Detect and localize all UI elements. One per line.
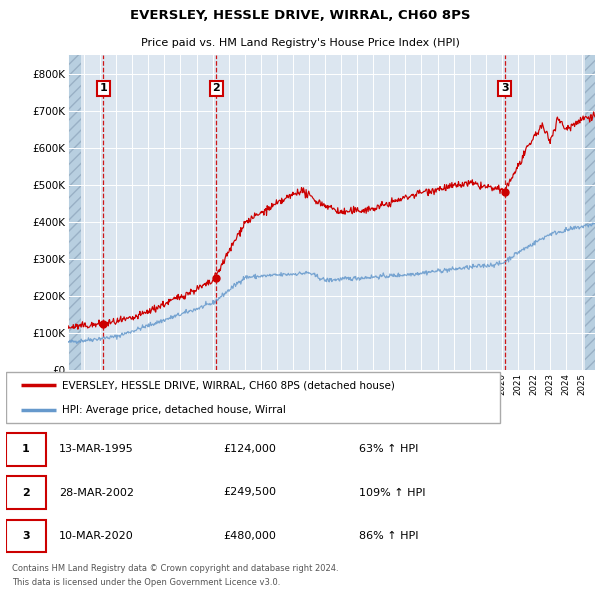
Text: 10-MAR-2020: 10-MAR-2020 xyxy=(59,530,134,540)
Text: 1: 1 xyxy=(22,444,30,454)
Text: 3: 3 xyxy=(22,530,30,540)
Bar xyxy=(68,55,81,370)
FancyBboxPatch shape xyxy=(6,372,500,424)
Text: 3: 3 xyxy=(501,83,509,93)
FancyBboxPatch shape xyxy=(6,520,46,552)
Text: This data is licensed under the Open Government Licence v3.0.: This data is licensed under the Open Gov… xyxy=(12,578,280,587)
Bar xyxy=(586,55,595,370)
FancyBboxPatch shape xyxy=(6,476,46,509)
Text: EVERSLEY, HESSLE DRIVE, WIRRAL, CH60 8PS (detached house): EVERSLEY, HESSLE DRIVE, WIRRAL, CH60 8PS… xyxy=(62,381,395,391)
Text: 2: 2 xyxy=(22,487,30,497)
Text: 1: 1 xyxy=(100,83,107,93)
Text: 28-MAR-2002: 28-MAR-2002 xyxy=(59,487,134,497)
Text: 2: 2 xyxy=(212,83,220,93)
Text: £480,000: £480,000 xyxy=(224,530,277,540)
Text: Contains HM Land Registry data © Crown copyright and database right 2024.: Contains HM Land Registry data © Crown c… xyxy=(12,564,338,573)
Text: 13-MAR-1995: 13-MAR-1995 xyxy=(59,444,134,454)
Text: HPI: Average price, detached house, Wirral: HPI: Average price, detached house, Wirr… xyxy=(62,405,286,415)
Text: £124,000: £124,000 xyxy=(224,444,277,454)
Text: Price paid vs. HM Land Registry's House Price Index (HPI): Price paid vs. HM Land Registry's House … xyxy=(140,38,460,48)
Text: £249,500: £249,500 xyxy=(224,487,277,497)
Text: 63% ↑ HPI: 63% ↑ HPI xyxy=(359,444,418,454)
FancyBboxPatch shape xyxy=(6,433,46,466)
Text: 86% ↑ HPI: 86% ↑ HPI xyxy=(359,530,418,540)
Text: 109% ↑ HPI: 109% ↑ HPI xyxy=(359,487,425,497)
Text: EVERSLEY, HESSLE DRIVE, WIRRAL, CH60 8PS: EVERSLEY, HESSLE DRIVE, WIRRAL, CH60 8PS xyxy=(130,9,470,22)
